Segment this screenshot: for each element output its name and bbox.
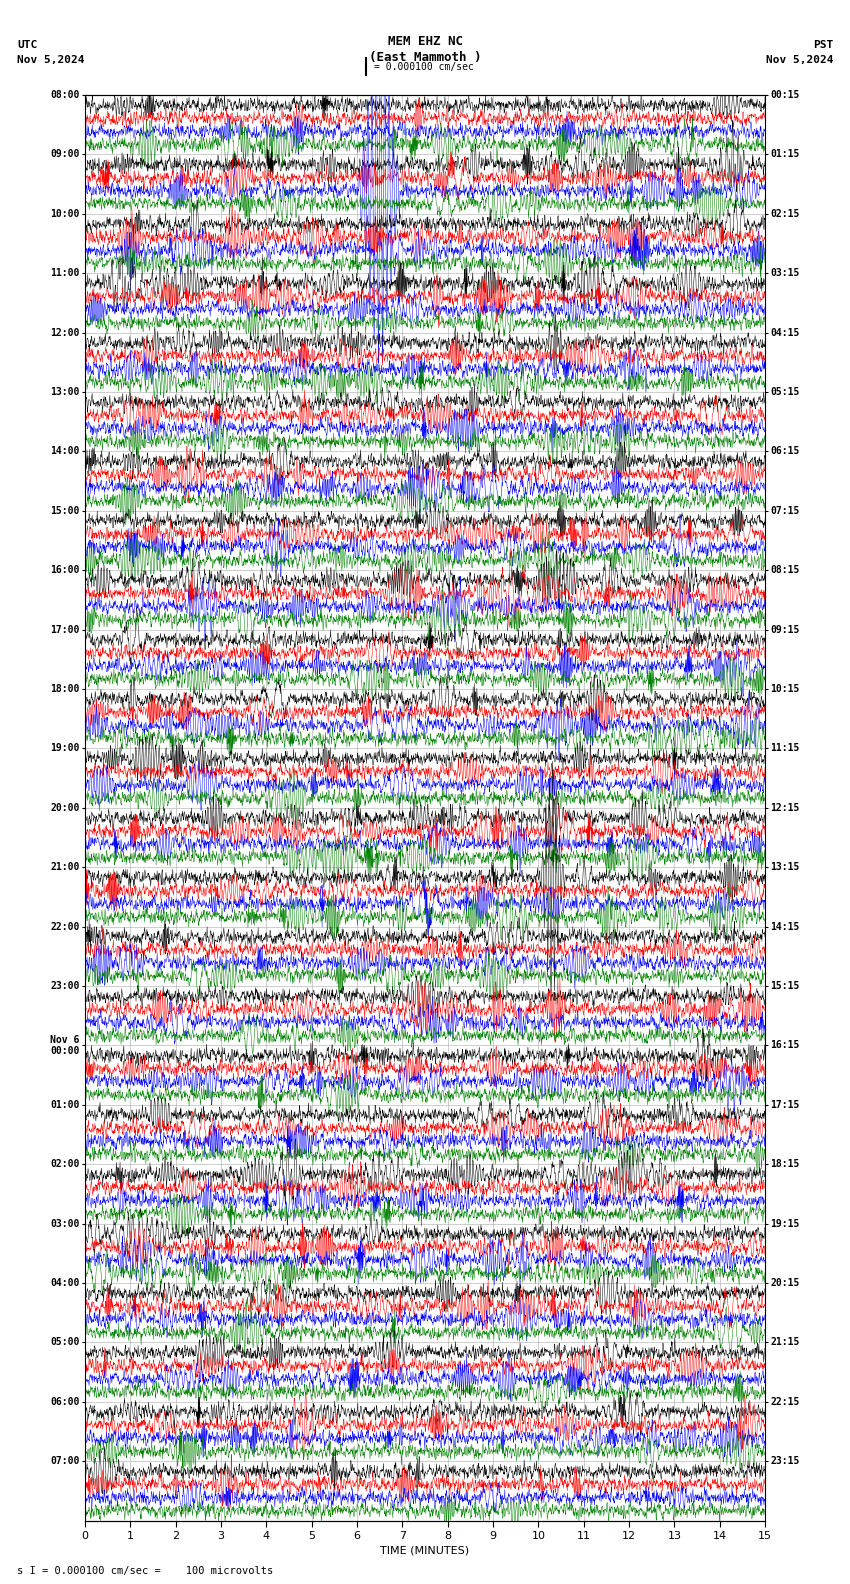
Text: PST: PST (813, 40, 833, 49)
Text: MEM EHZ NC: MEM EHZ NC (388, 35, 462, 48)
Text: (East Mammoth ): (East Mammoth ) (369, 51, 481, 63)
X-axis label: TIME (MINUTES): TIME (MINUTES) (381, 1546, 469, 1555)
Text: Nov 5,2024: Nov 5,2024 (17, 55, 84, 65)
Text: s I = 0.000100 cm/sec =    100 microvolts: s I = 0.000100 cm/sec = 100 microvolts (17, 1567, 273, 1576)
Text: Nov 5,2024: Nov 5,2024 (766, 55, 833, 65)
Text: UTC: UTC (17, 40, 37, 49)
Text: = 0.000100 cm/sec: = 0.000100 cm/sec (374, 62, 474, 71)
